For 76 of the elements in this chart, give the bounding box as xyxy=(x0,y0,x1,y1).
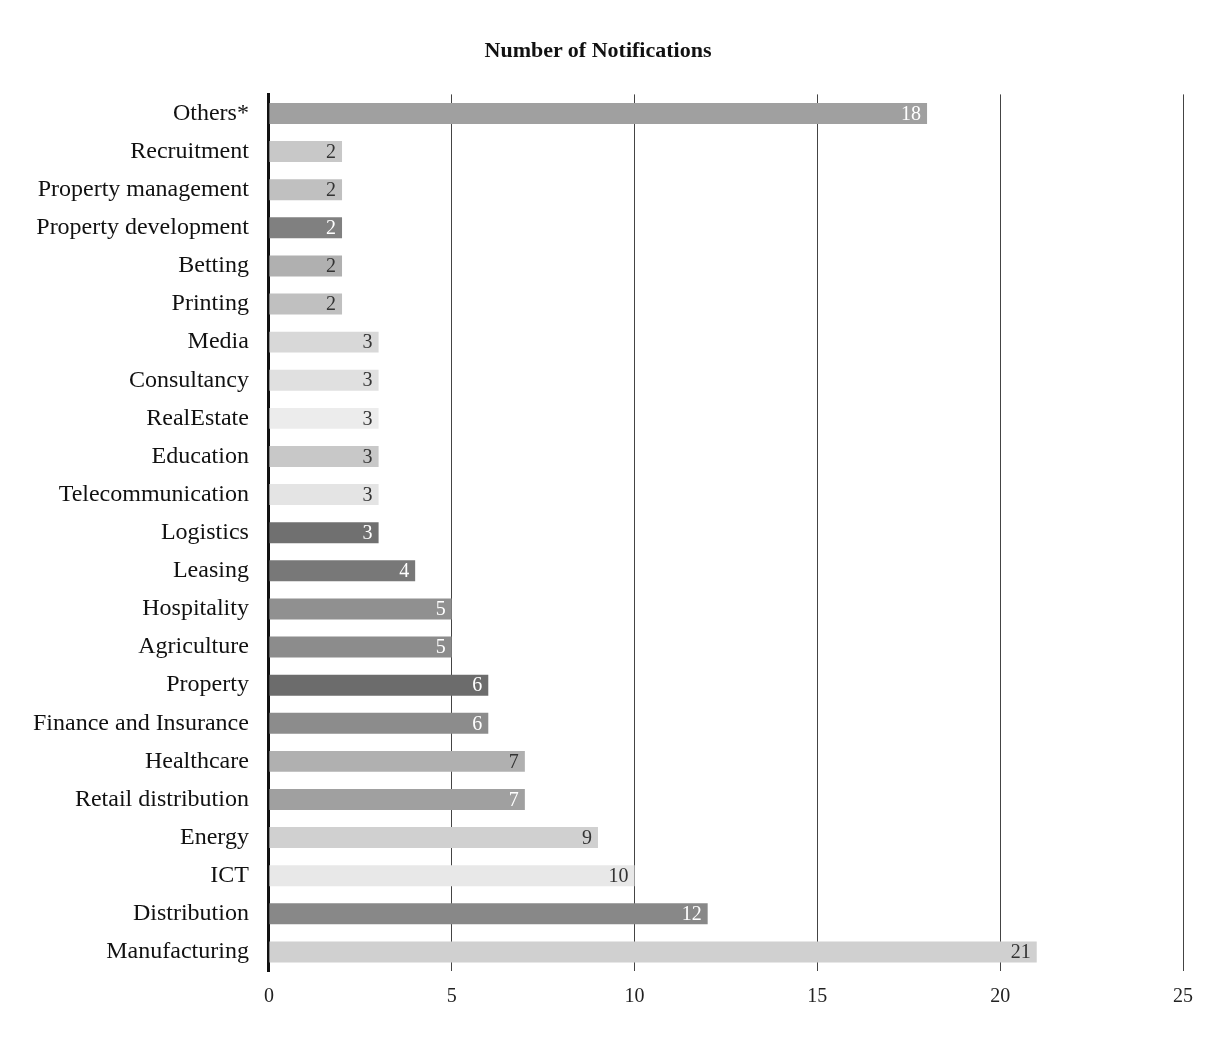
bar xyxy=(269,674,489,696)
bar xyxy=(269,293,343,315)
bar xyxy=(269,712,489,734)
data-label: 6 xyxy=(472,711,483,734)
y-tick-label: Healthcare xyxy=(144,746,249,773)
data-label: 4 xyxy=(399,559,410,582)
data-label: 3 xyxy=(362,444,373,467)
y-tick-label: Betting xyxy=(178,251,249,278)
data-label: 2 xyxy=(326,139,337,162)
chart-title: Number of Notifications xyxy=(484,36,712,62)
bar xyxy=(269,903,708,925)
data-label: 2 xyxy=(326,177,337,200)
y-tick-label: Finance and Insurance xyxy=(33,708,249,735)
bar xyxy=(269,941,1037,963)
bar xyxy=(269,407,379,429)
bar xyxy=(269,484,379,506)
bar xyxy=(269,369,379,391)
x-tick-label: 25 xyxy=(1173,984,1193,1007)
data-label: 18 xyxy=(901,101,922,124)
y-tick-label: Telecommunication xyxy=(58,479,249,506)
bar xyxy=(269,750,525,772)
x-tick-label: 0 xyxy=(263,984,274,1007)
y-tick-label: Consultancy xyxy=(128,365,249,392)
bar xyxy=(269,560,416,582)
y-tick-label: Others* xyxy=(172,98,249,125)
x-tick-label: 5 xyxy=(446,984,457,1007)
data-label: 7 xyxy=(508,787,519,810)
data-label: 21 xyxy=(1010,940,1031,963)
y-tick-label: RealEstate xyxy=(146,403,249,430)
bar xyxy=(269,445,379,467)
y-tick-label: Retail distribution xyxy=(74,784,249,811)
data-label: 10 xyxy=(608,863,629,886)
y-tick-label: Property xyxy=(166,670,249,697)
y-tick-label: ICT xyxy=(210,861,250,888)
x-tick-label: 10 xyxy=(624,984,645,1007)
data-label: 7 xyxy=(508,749,519,772)
data-label: 3 xyxy=(362,406,373,429)
data-label: 3 xyxy=(362,520,373,543)
y-tick-label: Education xyxy=(151,441,249,468)
data-label: 2 xyxy=(326,254,337,277)
y-tick-label: Manufacturing xyxy=(106,937,249,964)
y-tick-label: Logistics xyxy=(160,518,249,544)
y-tick-label: Recruitment xyxy=(130,136,250,163)
data-label: 3 xyxy=(362,368,373,391)
bar xyxy=(269,598,452,620)
y-tick-label: Printing xyxy=(171,289,249,316)
data-label: 3 xyxy=(362,330,373,353)
y-tick-label: Leasing xyxy=(172,556,249,583)
data-label: 3 xyxy=(362,482,373,505)
bar xyxy=(269,179,343,201)
bar xyxy=(269,331,379,353)
x-tick-label: 20 xyxy=(990,984,1011,1007)
bar xyxy=(269,102,928,124)
data-label: 2 xyxy=(326,292,337,315)
data-label: 5 xyxy=(435,635,446,658)
bar xyxy=(269,217,343,239)
bar xyxy=(269,865,635,887)
bar xyxy=(269,789,525,810)
bar xyxy=(269,827,598,849)
y-tick-label: Property management xyxy=(37,174,250,201)
y-tick-label: Media xyxy=(187,327,250,354)
x-tick-label: 15 xyxy=(807,984,828,1007)
bar xyxy=(269,255,343,277)
bar xyxy=(269,636,452,658)
y-tick-label: Agriculture xyxy=(138,632,249,659)
data-label: 12 xyxy=(681,902,702,925)
data-label: 6 xyxy=(472,673,483,696)
data-label: 2 xyxy=(326,216,337,239)
data-label: 9 xyxy=(581,825,592,848)
bar xyxy=(269,141,343,163)
bar xyxy=(269,522,379,544)
y-tick-label: Property development xyxy=(36,213,250,240)
y-tick-label: Distribution xyxy=(132,899,249,926)
data-label: 5 xyxy=(435,597,446,620)
y-tick-label: Hospitality xyxy=(142,594,249,621)
y-tick-label: Energy xyxy=(180,822,249,849)
